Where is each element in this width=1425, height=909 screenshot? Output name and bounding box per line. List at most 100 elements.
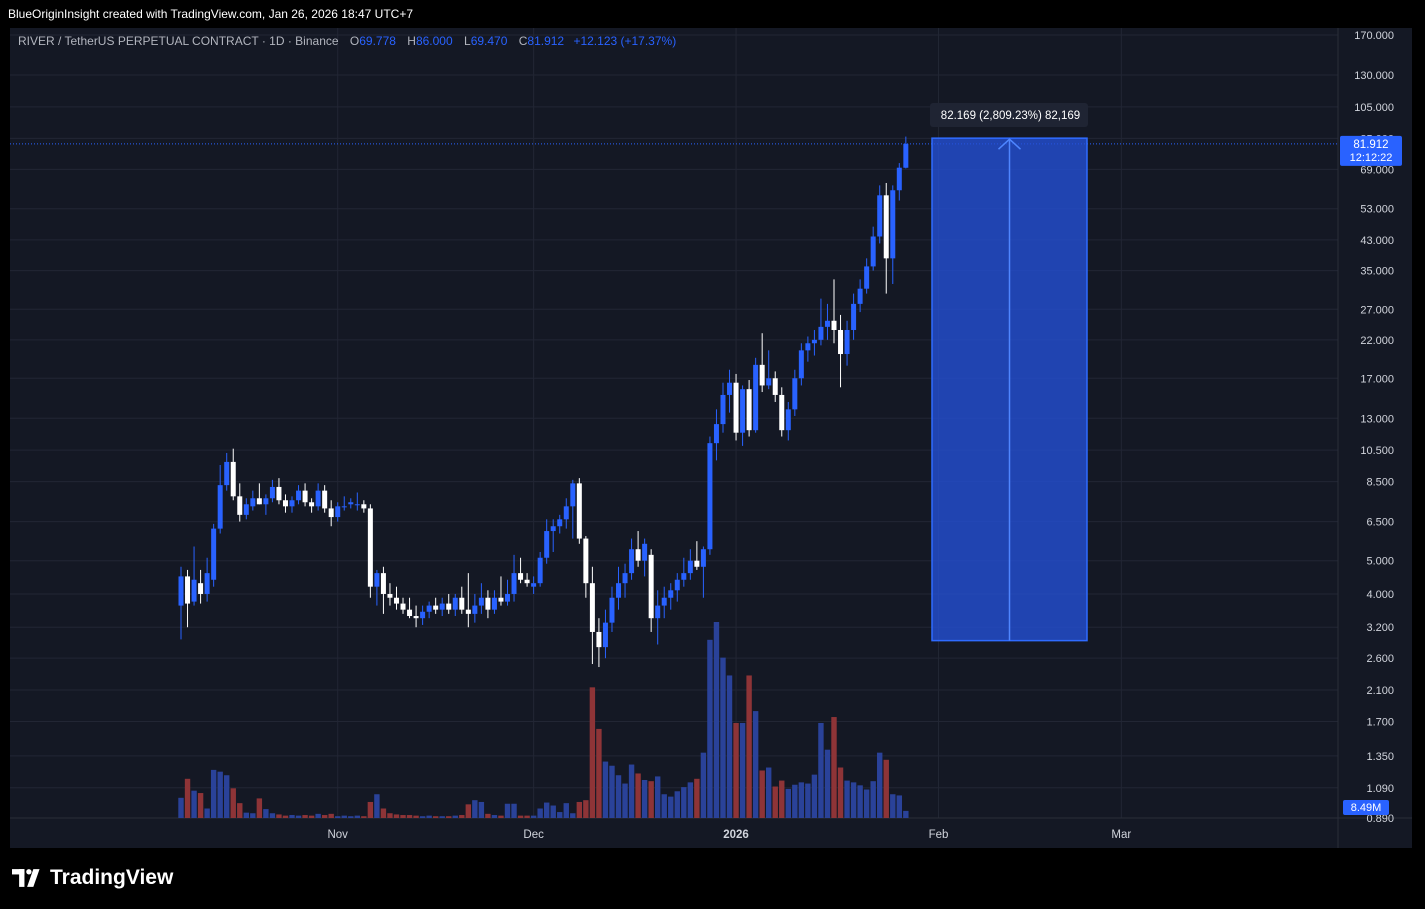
candle-body bbox=[857, 288, 863, 304]
candle-body bbox=[733, 382, 739, 433]
volume-bar bbox=[243, 812, 249, 818]
candle-body bbox=[720, 394, 726, 425]
candle-body bbox=[687, 560, 693, 574]
candle-body bbox=[478, 597, 484, 606]
volume-bar bbox=[674, 791, 680, 818]
volume-bar bbox=[883, 759, 889, 818]
volume-bar bbox=[596, 728, 602, 818]
volume-bar bbox=[863, 789, 870, 818]
close-label: C bbox=[518, 34, 528, 48]
candle-body bbox=[511, 573, 517, 594]
volume-bar bbox=[374, 794, 380, 818]
volume-bar bbox=[295, 815, 302, 818]
candle-body bbox=[890, 190, 896, 259]
candle-body bbox=[583, 538, 589, 584]
tradingview-brand[interactable]: TradingView bbox=[12, 866, 173, 890]
candle-body bbox=[831, 320, 837, 330]
volume-bar bbox=[459, 815, 465, 818]
footer-bar bbox=[0, 848, 1425, 909]
volume-bar bbox=[504, 803, 511, 818]
volume-bar bbox=[321, 815, 328, 818]
candle-body bbox=[740, 389, 746, 433]
candle-body bbox=[393, 597, 399, 604]
time-axis[interactable]: Nov Dec 2026 Feb Mar bbox=[327, 829, 1131, 841]
volume-bar bbox=[387, 813, 393, 818]
candle-body bbox=[498, 597, 504, 602]
volume-bar bbox=[890, 794, 896, 818]
volume-bar bbox=[654, 776, 661, 818]
volume-bar bbox=[530, 815, 537, 818]
volume-bar bbox=[733, 722, 739, 818]
tradingview-logo-icon bbox=[12, 869, 40, 887]
volume-bar bbox=[210, 769, 217, 818]
volume-bar bbox=[824, 749, 831, 818]
volume-bar bbox=[452, 815, 458, 818]
candle-body bbox=[713, 424, 719, 444]
volume-bar bbox=[687, 782, 694, 818]
price-tick-label: 2.100 bbox=[1366, 685, 1394, 697]
price-tick-label: 13.000 bbox=[1360, 413, 1394, 425]
candle-body bbox=[407, 609, 413, 617]
candle-body bbox=[420, 611, 426, 619]
volume-bar bbox=[766, 767, 772, 818]
candle-body bbox=[178, 576, 184, 606]
price-tick-label: 5.000 bbox=[1366, 556, 1394, 568]
volume-bar bbox=[289, 815, 295, 818]
price-axis[interactable]: 170.000130.000105.00085.00069.00053.0004… bbox=[1340, 30, 1402, 825]
volume-bar bbox=[282, 815, 289, 818]
volume-bar bbox=[178, 797, 184, 818]
volume-bar bbox=[204, 808, 210, 818]
candle-body bbox=[785, 409, 791, 431]
measure-label-bg bbox=[930, 103, 1088, 127]
volume-bar bbox=[432, 816, 439, 818]
volume-bar bbox=[798, 782, 805, 818]
volume-bar bbox=[439, 816, 445, 818]
volume-bar bbox=[850, 782, 857, 818]
time-tick-label: Feb bbox=[929, 829, 949, 841]
price-tick-label: 10.500 bbox=[1360, 445, 1394, 457]
volume-bar bbox=[720, 657, 726, 818]
candle-body bbox=[217, 485, 223, 529]
volume-bar bbox=[739, 722, 746, 818]
price-tick-label: 1.350 bbox=[1366, 751, 1394, 763]
candle-body bbox=[576, 483, 582, 539]
candle-body bbox=[250, 498, 256, 507]
volume-bar bbox=[896, 795, 902, 818]
candle-body bbox=[243, 504, 249, 515]
volume-bar bbox=[511, 803, 517, 818]
candle-body bbox=[877, 195, 883, 237]
volume-bar bbox=[472, 800, 478, 818]
candle-body bbox=[400, 603, 406, 610]
candle-body bbox=[550, 526, 556, 532]
candle-body bbox=[661, 597, 667, 606]
candle-body bbox=[348, 502, 354, 505]
candle-body bbox=[602, 622, 608, 648]
volume-bar bbox=[446, 816, 452, 818]
volume-bar bbox=[772, 786, 778, 818]
candlesticks[interactable] bbox=[10, 136, 1338, 668]
volume-bar bbox=[348, 816, 354, 818]
candle-body bbox=[204, 573, 210, 594]
candle-body bbox=[635, 549, 641, 561]
price-tick-label: 130.000 bbox=[1354, 70, 1394, 82]
candle-body bbox=[328, 508, 334, 518]
candle-body bbox=[753, 364, 759, 431]
volume-bar bbox=[713, 622, 720, 818]
price-tick-label: 22.000 bbox=[1360, 335, 1394, 347]
price-tick-label: 3.200 bbox=[1366, 622, 1394, 634]
candle-body bbox=[563, 506, 569, 520]
volume-bar bbox=[668, 796, 674, 818]
volume-bar bbox=[811, 774, 818, 818]
measure-tool[interactable]: 82.169 (2,809.23%) 82,169 bbox=[930, 103, 1088, 642]
volume-bar bbox=[315, 813, 321, 818]
volume-bar bbox=[537, 808, 543, 818]
high-label: H bbox=[407, 34, 416, 48]
volume-bar bbox=[707, 639, 713, 818]
open-value: 69.778 bbox=[359, 34, 396, 48]
candle-body bbox=[864, 266, 870, 289]
time-tick-label: Dec bbox=[523, 829, 544, 841]
candle-body bbox=[681, 573, 687, 580]
candle-body bbox=[230, 461, 236, 497]
time-tick-label: Mar bbox=[1111, 829, 1131, 841]
